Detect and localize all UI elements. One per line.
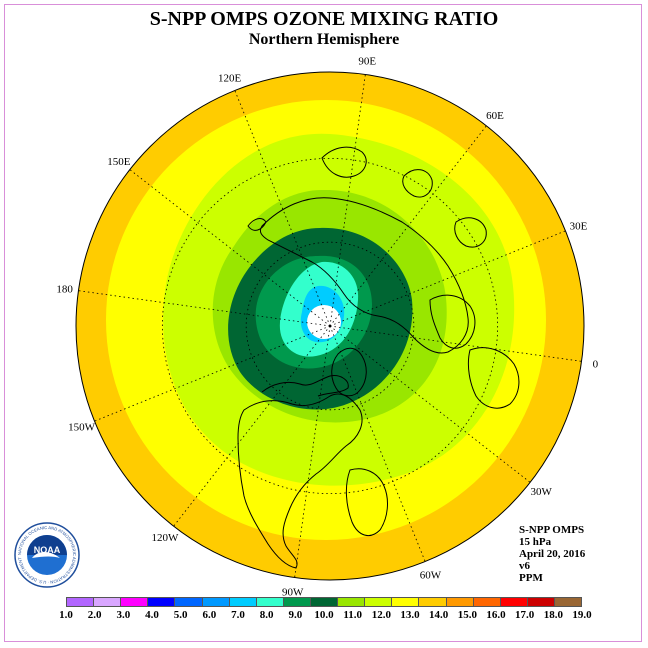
info-block: S-NPP OMPS 15 hPa April 20, 2016 v6 PPM — [519, 524, 585, 584]
info-line-date: April 20, 2016 — [519, 548, 586, 560]
longitude-label: 0 — [593, 358, 599, 370]
colorbar-tick-label: 16.0 — [486, 609, 506, 621]
coastline-eurasia — [259, 197, 469, 354]
colorbar-tick-label: 13.0 — [400, 609, 420, 621]
colorbar-tick-label: 11.0 — [343, 609, 362, 621]
longitude-label: 150W — [68, 421, 96, 433]
colorbar-tick-label: 10.0 — [314, 609, 334, 621]
colorbar-tick-label: 17.0 — [515, 609, 535, 621]
colorbar-tick-label: 5.0 — [173, 609, 188, 621]
latitude-circle — [161, 157, 499, 495]
info-line-version: v6 — [519, 560, 530, 572]
coastline-india — [402, 169, 433, 198]
meridian-line — [329, 74, 366, 327]
page-subtitle: Northern Hemisphere — [248, 31, 400, 48]
coastline-canada-arctic — [261, 375, 349, 397]
meridian-line — [329, 325, 426, 562]
meridian-line — [129, 169, 331, 327]
meridian-line — [94, 325, 331, 422]
meridian-line — [78, 290, 331, 327]
longitude-label: 150E — [107, 156, 131, 168]
coastline-africa — [467, 347, 520, 409]
colorbar-segment — [419, 598, 447, 606]
colorbar-segment — [175, 598, 203, 606]
longitude-label: 30W — [530, 486, 552, 498]
colorbar-tick-label: 2.0 — [87, 609, 102, 621]
noaa-logo: NATIONAL OCEANIC AND ATMOSPHERIC ADMINIS… — [14, 522, 80, 588]
coastline-europe — [429, 294, 476, 349]
colorbar-tick-label: 1.0 — [59, 609, 73, 621]
colorbar-segment — [365, 598, 393, 606]
info-line-satellite: S-NPP OMPS — [519, 524, 585, 536]
colorbar-tick-label: 18.0 — [543, 609, 563, 621]
fill-polar-no-data — [307, 305, 341, 339]
meridian-line — [294, 325, 331, 578]
colorbar-tick-label: 8.0 — [259, 609, 274, 621]
coastline-greenland — [331, 347, 367, 397]
logo-text: NOAA — [34, 545, 61, 555]
colorbar-tick-label: 19.0 — [572, 609, 592, 621]
colorbar-tick-label: 3.0 — [116, 609, 131, 621]
colorbar-segment — [283, 598, 311, 606]
coastline-north-america — [237, 393, 363, 569]
longitude-label: 90W — [282, 586, 304, 598]
colorbar-tick-label: 14.0 — [429, 609, 449, 621]
colorbar-tick-label: 15.0 — [457, 609, 477, 621]
meridian-line — [173, 325, 331, 527]
colorbar-segment — [94, 598, 122, 606]
longitude-label: 180 — [56, 284, 73, 296]
coastline-japan — [247, 218, 267, 231]
colorbar-segment — [67, 598, 95, 606]
coastlines — [237, 146, 520, 569]
colorbar-segment — [202, 598, 230, 606]
longitude-label: 60W — [420, 569, 442, 581]
meridian-line — [234, 90, 331, 327]
colorbar — [66, 597, 582, 607]
longitude-label: 90E — [358, 56, 376, 68]
colorbar-segment — [148, 598, 176, 606]
colorbar-segment — [338, 598, 366, 606]
colorbar-segment — [121, 598, 149, 606]
colorbar-segment — [527, 598, 555, 606]
colorbar-segment — [310, 598, 339, 606]
coastline-southeast-asia — [321, 146, 367, 178]
longitude-label: 120W — [152, 532, 180, 544]
longitude-label: 120E — [218, 73, 242, 85]
colorbar-tick-label: 6.0 — [202, 609, 217, 621]
coastline-arabia — [454, 217, 487, 248]
colorbar-tick-label: 7.0 — [231, 609, 245, 621]
meridian-line — [329, 325, 582, 362]
graticule — [78, 74, 582, 578]
meridian-line — [329, 125, 487, 327]
colorbar-segment — [473, 598, 501, 606]
colorbar-segment — [392, 598, 420, 606]
colorbar-segment — [554, 598, 582, 606]
meridian-line — [329, 230, 566, 327]
colorbar-ticks: 1.0 2.0 3.0 4.0 5.0 6.0 7.0 8.0 9.0 10.0 11.0 12.0 1… — [59, 609, 592, 623]
colorbar-tick-label: 4.0 — [145, 609, 159, 621]
meridian-line — [329, 325, 531, 483]
info-line-units: PPM — [519, 572, 543, 584]
ozone-contour-fills — [75, 71, 585, 581]
coastline-south-america — [345, 468, 388, 537]
image-frame — [4, 4, 642, 642]
longitude-label: 60E — [486, 110, 504, 122]
longitude-label: 30E — [570, 221, 588, 233]
colorbar-segment — [500, 598, 528, 606]
longitude-labels: 0 30E 60E 90E 120E 150E 180 150W 120W 90W 60W 30W — [56, 56, 598, 599]
info-line-pressure: 15 hPa — [519, 536, 552, 548]
colorbar-tick-label: 12.0 — [371, 609, 391, 621]
colorbar-segment — [446, 598, 474, 606]
colorbar-segment — [229, 598, 257, 606]
colorbar-segment — [256, 598, 284, 606]
latitude-circle — [245, 241, 415, 411]
page-title: S-NPP OMPS OZONE MIXING RATIO — [149, 8, 499, 30]
colorbar-tick-label: 9.0 — [288, 609, 303, 621]
